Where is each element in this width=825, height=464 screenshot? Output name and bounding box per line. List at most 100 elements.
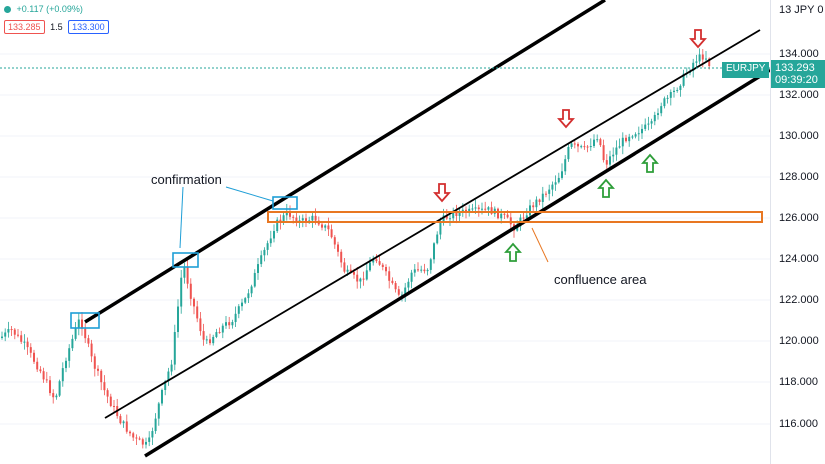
candle-body xyxy=(391,280,394,284)
chart-area[interactable]: +0.117 (+0.09%) 133.285 1.5 133.300 conf… xyxy=(0,0,770,464)
candle-body xyxy=(269,238,272,244)
candle-body xyxy=(503,213,506,215)
candle-body xyxy=(532,205,535,208)
price-tick: 134.000 xyxy=(779,48,819,60)
price-tick: 120.000 xyxy=(779,335,819,347)
price-tick: 126.000 xyxy=(779,212,819,224)
channel-lines xyxy=(84,0,770,458)
candle-body xyxy=(29,347,32,353)
candle-body xyxy=(449,218,451,220)
candle-body xyxy=(663,98,666,107)
arrow-up-icon xyxy=(504,242,522,262)
candle-body xyxy=(218,332,221,334)
chart-canvas[interactable] xyxy=(0,0,770,464)
candle-body xyxy=(666,97,669,99)
candle-body xyxy=(228,322,231,326)
candle-body xyxy=(221,325,224,333)
candle-body xyxy=(420,269,423,271)
axis-top-label: 13 JPY 0 xyxy=(779,4,824,16)
candle-body xyxy=(602,145,605,161)
candle-body xyxy=(330,229,333,238)
candle-body xyxy=(170,364,173,372)
candle-body xyxy=(644,124,647,129)
candle-body xyxy=(631,136,634,138)
spread-value: 1.5 xyxy=(50,22,63,32)
candle-body xyxy=(295,217,298,223)
sell-button[interactable]: 133.285 xyxy=(4,20,45,34)
candle-body xyxy=(378,261,381,265)
candle-body xyxy=(241,302,243,307)
candle-body xyxy=(477,207,480,210)
price-tick: 128.000 xyxy=(779,171,819,183)
candle-body xyxy=(381,264,384,268)
arrows xyxy=(433,29,707,262)
candle-body xyxy=(407,281,410,288)
candle-body xyxy=(349,269,352,272)
arrow-down-icon xyxy=(557,109,575,129)
candle-body xyxy=(490,207,493,214)
candle-body xyxy=(173,332,176,365)
candle-body xyxy=(337,244,339,252)
confirmation-label: confirmation xyxy=(151,172,222,187)
candle-body xyxy=(404,287,407,295)
price-tick: 132.000 xyxy=(779,89,819,101)
candle-body xyxy=(189,283,192,299)
candle-body xyxy=(554,182,557,185)
candle-body xyxy=(305,218,307,223)
candle-body xyxy=(87,338,90,344)
candle-body xyxy=(279,219,282,222)
candle-body xyxy=(193,298,195,307)
candle-body xyxy=(548,189,551,194)
candle-body xyxy=(353,271,355,275)
candle-body xyxy=(538,199,541,202)
symbol-tag: EURJPY xyxy=(722,62,770,78)
candle-body xyxy=(145,441,147,445)
confluence-pointer xyxy=(531,227,549,263)
candle-body xyxy=(692,62,695,71)
confluence-area-label: confluence area xyxy=(554,272,647,287)
candle-body xyxy=(141,439,144,445)
candle-body xyxy=(589,146,592,148)
candle-body xyxy=(401,294,403,296)
candle-body xyxy=(567,146,570,160)
candle-body xyxy=(509,217,512,225)
candle-body xyxy=(177,306,179,333)
lower-channel-line xyxy=(144,68,770,458)
candle-body xyxy=(586,146,589,148)
candle-body xyxy=(285,211,288,216)
candle-body xyxy=(455,210,458,217)
candle-body xyxy=(49,380,51,394)
candle-body xyxy=(90,343,93,357)
current-price: 133.293 xyxy=(775,62,815,74)
confluence-area-box xyxy=(267,211,763,223)
candle-body xyxy=(247,293,250,299)
candle-body xyxy=(234,313,237,323)
candle-body xyxy=(647,123,650,125)
price-tick: 130.000 xyxy=(779,130,819,142)
candle-body xyxy=(301,218,304,221)
candle-body xyxy=(52,393,55,398)
candle-body xyxy=(522,217,525,219)
candle-body xyxy=(93,356,96,369)
candle-body xyxy=(516,226,519,231)
candle-body xyxy=(621,137,624,147)
candle-body xyxy=(45,379,48,381)
bid-ask-row: 133.285 1.5 133.300 xyxy=(4,20,112,34)
candle-body xyxy=(551,184,554,190)
candle-body xyxy=(535,199,538,208)
candle-body xyxy=(474,207,477,209)
candle-body xyxy=(423,269,426,272)
candle-body xyxy=(196,306,199,319)
candle-body xyxy=(650,121,653,124)
candle-body xyxy=(161,389,163,404)
candle-body xyxy=(122,421,125,424)
candle-body xyxy=(157,403,160,419)
candle-body xyxy=(97,368,99,371)
candle-body xyxy=(426,269,429,272)
candle-body xyxy=(541,193,544,202)
candle-body xyxy=(74,328,77,339)
buy-button[interactable]: 133.300 xyxy=(68,20,109,34)
candle-body xyxy=(708,58,711,67)
candle-body xyxy=(599,139,602,146)
candle-body xyxy=(333,237,336,245)
